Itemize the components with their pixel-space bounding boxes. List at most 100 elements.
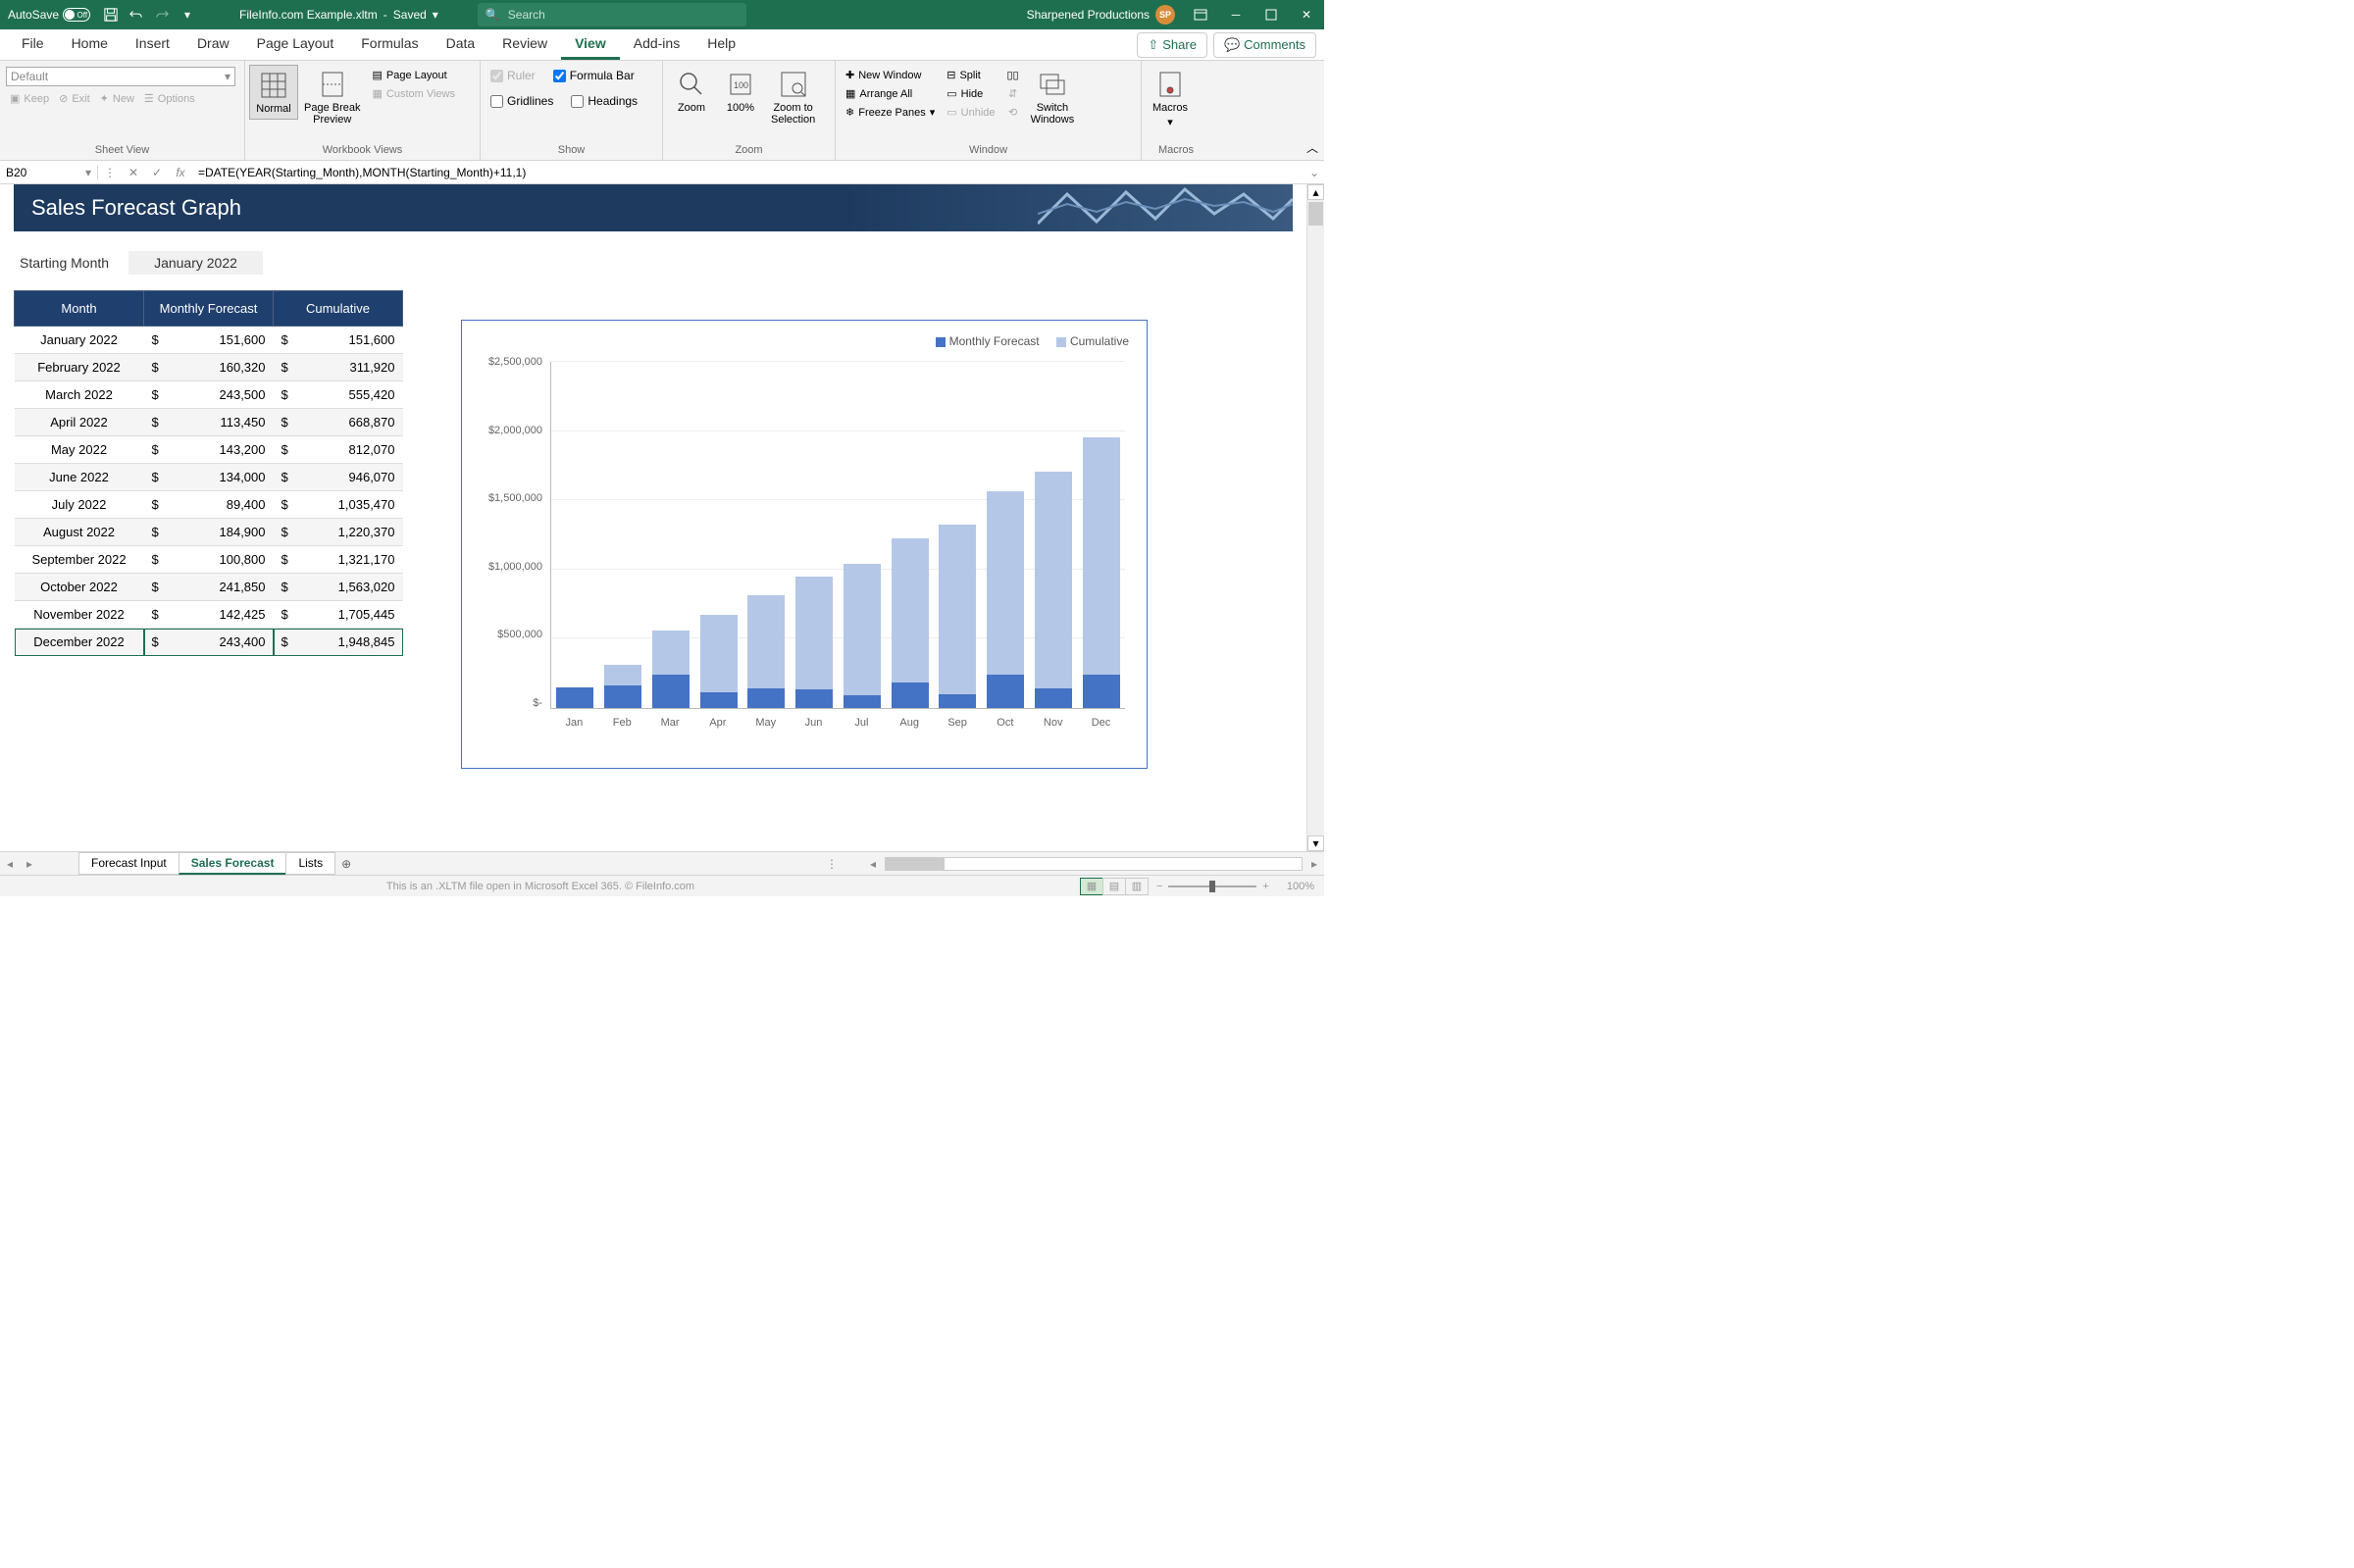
cell-cumulative[interactable]: $668,870: [274, 409, 403, 436]
cancel-icon[interactable]: ✕: [122, 166, 145, 179]
cell-forecast[interactable]: $100,800: [144, 546, 274, 574]
cell-month[interactable]: July 2022: [15, 491, 144, 519]
tab-add-ins[interactable]: Add-ins: [620, 29, 693, 60]
tab-view[interactable]: View: [561, 29, 620, 60]
zoom-in-icon[interactable]: +: [1262, 881, 1268, 892]
cell-forecast[interactable]: $184,900: [144, 519, 274, 546]
zoom-100-button[interactable]: 100100%: [716, 65, 765, 118]
cell-month[interactable]: March 2022: [15, 381, 144, 409]
cell-forecast[interactable]: $151,600: [144, 327, 274, 354]
starting-month-value[interactable]: January 2022: [128, 251, 263, 275]
save-icon[interactable]: [98, 0, 124, 29]
forecast-chart[interactable]: Monthly Forecast Cumulative $2,500,000$2…: [461, 320, 1148, 769]
zoom-slider[interactable]: − +: [1156, 881, 1269, 892]
table-row[interactable]: July 2022 $89,400 $1,035,470: [15, 491, 403, 519]
cell-forecast[interactable]: $160,320: [144, 354, 274, 381]
autosave-toggle[interactable]: AutoSave Off: [0, 8, 98, 22]
sheet-nav-left-icon[interactable]: ◂: [0, 857, 20, 871]
redo-icon[interactable]: [149, 0, 175, 29]
tab-home[interactable]: Home: [58, 29, 122, 60]
cell-cumulative[interactable]: $1,321,170: [274, 546, 403, 574]
cell-cumulative[interactable]: $946,070: [274, 464, 403, 491]
cell-month[interactable]: February 2022: [15, 354, 144, 381]
sheet-view-dropdown[interactable]: Default▾: [6, 67, 235, 86]
ribbon-display-icon[interactable]: [1183, 0, 1218, 29]
cell-month[interactable]: October 2022: [15, 574, 144, 601]
hscroll-left-icon[interactable]: ◂: [863, 857, 883, 871]
sheet-tab-forecast-input[interactable]: Forecast Input: [78, 852, 179, 875]
comments-button[interactable]: 💬Comments: [1213, 32, 1316, 58]
tab-review[interactable]: Review: [488, 29, 561, 60]
scroll-up-icon[interactable]: ▴: [1307, 184, 1324, 200]
cell-month[interactable]: June 2022: [15, 464, 144, 491]
minimize-icon[interactable]: ─: [1218, 0, 1254, 29]
table-row[interactable]: October 2022 $241,850 $1,563,020: [15, 574, 403, 601]
freeze-panes-button[interactable]: ❄Freeze Panes ▾: [842, 104, 939, 121]
toggle-off-icon[interactable]: Off: [63, 8, 90, 22]
th-cumulative[interactable]: Cumulative: [274, 291, 403, 327]
cell-cumulative[interactable]: $812,070: [274, 436, 403, 464]
enter-icon[interactable]: ✓: [145, 166, 169, 179]
cell-month[interactable]: November 2022: [15, 601, 144, 629]
hscroll-thumb[interactable]: [886, 858, 945, 870]
tab-scroll-handle-icon[interactable]: ⋮: [820, 857, 844, 871]
fb-dropdown-icon[interactable]: ⋮: [98, 166, 122, 179]
tab-formulas[interactable]: Formulas: [347, 29, 432, 60]
zoom-selection-button[interactable]: Zoom to Selection: [765, 65, 821, 129]
zoom-out-icon[interactable]: −: [1156, 881, 1162, 892]
new-sheetview-button[interactable]: ✦New: [96, 90, 138, 107]
cell-month[interactable]: September 2022: [15, 546, 144, 574]
cell-month[interactable]: April 2022: [15, 409, 144, 436]
scroll-down-icon[interactable]: ▾: [1307, 835, 1324, 851]
cell-forecast[interactable]: $243,500: [144, 381, 274, 409]
view-side-icon[interactable]: ▯▯: [1003, 67, 1023, 83]
cell-forecast[interactable]: $241,850: [144, 574, 274, 601]
formula-input[interactable]: =DATE(YEAR(Starting_Month),MONTH(Startin…: [192, 166, 1305, 179]
zoom-level[interactable]: 100%: [1277, 881, 1324, 892]
fx-icon[interactable]: fx: [169, 166, 192, 179]
cell-forecast[interactable]: $134,000: [144, 464, 274, 491]
share-button[interactable]: ⇧Share: [1137, 32, 1207, 58]
table-row[interactable]: December 2022 $243,400 $1,948,845: [15, 629, 403, 656]
page-layout-view-icon[interactable]: ▤: [1102, 878, 1126, 895]
switch-windows-button[interactable]: Switch Windows: [1025, 65, 1081, 129]
cell-cumulative[interactable]: $1,220,370: [274, 519, 403, 546]
table-row[interactable]: August 2022 $184,900 $1,220,370: [15, 519, 403, 546]
tab-draw[interactable]: Draw: [183, 29, 243, 60]
hscroll-right-icon[interactable]: ▸: [1305, 857, 1324, 871]
table-row[interactable]: February 2022 $160,320 $311,920: [15, 354, 403, 381]
th-month[interactable]: Month: [15, 291, 144, 327]
table-row[interactable]: January 2022 $151,600 $151,600: [15, 327, 403, 354]
cell-cumulative[interactable]: $151,600: [274, 327, 403, 354]
cell-cumulative[interactable]: $1,035,470: [274, 491, 403, 519]
search-input[interactable]: 🔍 Search: [478, 3, 746, 26]
maximize-icon[interactable]: [1254, 0, 1289, 29]
options-button[interactable]: ☰Options: [140, 90, 199, 107]
exit-button[interactable]: ⊘Exit: [55, 90, 94, 107]
cell-forecast[interactable]: $142,425: [144, 601, 274, 629]
collapse-ribbon-icon[interactable]: ︿: [1306, 139, 1318, 156]
formula-bar-checkbox[interactable]: Formula Bar: [551, 67, 637, 84]
cell-month[interactable]: December 2022: [15, 629, 144, 656]
tab-page-layout[interactable]: Page Layout: [243, 29, 348, 60]
hide-button[interactable]: ▭Hide: [943, 85, 998, 102]
tab-file[interactable]: File: [8, 29, 58, 60]
reset-pos-icon[interactable]: ⟲: [1004, 104, 1021, 121]
table-row[interactable]: November 2022 $142,425 $1,705,445: [15, 601, 403, 629]
cell-cumulative[interactable]: $555,420: [274, 381, 403, 409]
normal-view-button[interactable]: Normal: [249, 65, 298, 120]
page-break-button[interactable]: Page Break Preview: [298, 65, 366, 129]
cell-month[interactable]: May 2022: [15, 436, 144, 464]
new-window-button[interactable]: ✚New Window: [842, 67, 939, 83]
cell-forecast[interactable]: $113,450: [144, 409, 274, 436]
filename[interactable]: FileInfo.com Example.xltm - Saved ▾: [239, 8, 438, 22]
unhide-button[interactable]: ▭Unhide: [943, 104, 998, 121]
tab-help[interactable]: Help: [693, 29, 749, 60]
page-break-view-icon[interactable]: ▥: [1125, 878, 1149, 895]
keep-button[interactable]: ▣Keep: [6, 90, 53, 107]
table-row[interactable]: March 2022 $243,500 $555,420: [15, 381, 403, 409]
zoom-thumb[interactable]: [1209, 881, 1215, 892]
table-row[interactable]: April 2022 $113,450 $668,870: [15, 409, 403, 436]
horizontal-scrollbar[interactable]: ◂ ▸: [863, 857, 1324, 871]
cell-cumulative[interactable]: $311,920: [274, 354, 403, 381]
